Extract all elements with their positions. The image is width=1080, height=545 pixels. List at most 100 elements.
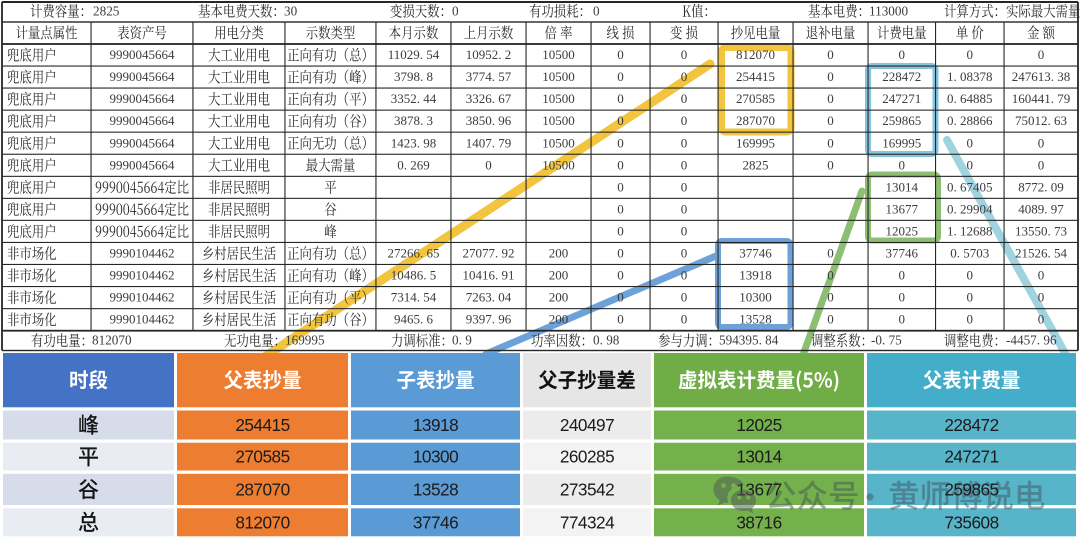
svg-text:200: 200 xyxy=(549,312,569,327)
svg-text:0. 64885: 0. 64885 xyxy=(947,91,993,106)
svg-text:3798. 8: 3798. 8 xyxy=(394,69,433,84)
svg-text:0. 9: 0. 9 xyxy=(452,333,472,348)
svg-text:0: 0 xyxy=(681,179,688,194)
svg-text:0: 0 xyxy=(827,312,834,327)
svg-text:0: 0 xyxy=(681,91,688,106)
svg-text:3774. 57: 3774. 57 xyxy=(466,69,512,84)
svg-text:0: 0 xyxy=(681,47,688,62)
svg-text:0: 0 xyxy=(1038,47,1045,62)
svg-text:13550. 73: 13550. 73 xyxy=(1015,224,1067,239)
svg-text:27266. 65: 27266. 65 xyxy=(388,246,440,261)
svg-text:9990045664: 9990045664 xyxy=(110,47,176,62)
svg-text:10500: 10500 xyxy=(542,135,575,150)
svg-text:735608: 735608 xyxy=(944,512,998,532)
svg-text:13014: 13014 xyxy=(736,447,782,467)
svg-text:0: 0 xyxy=(827,47,834,62)
svg-text:0: 0 xyxy=(617,268,624,283)
svg-text:270585: 270585 xyxy=(235,447,289,467)
svg-text:0: 0 xyxy=(617,246,624,261)
svg-text:0: 0 xyxy=(681,135,688,150)
svg-text:0: 0 xyxy=(617,157,624,172)
svg-text:38716: 38716 xyxy=(736,512,781,532)
svg-text:0: 0 xyxy=(1038,312,1045,327)
svg-text:0: 0 xyxy=(617,113,624,128)
svg-text:1. 12688: 1. 12688 xyxy=(947,224,993,239)
svg-text:812070: 812070 xyxy=(235,512,289,532)
svg-text:0: 0 xyxy=(681,268,688,283)
svg-text:0: 0 xyxy=(827,113,834,128)
svg-text:0: 0 xyxy=(967,312,974,327)
svg-text:0: 0 xyxy=(617,290,624,305)
svg-text:0. 98: 0. 98 xyxy=(593,333,620,348)
svg-text:9465. 6: 9465. 6 xyxy=(394,312,434,327)
svg-text:254415: 254415 xyxy=(235,415,289,435)
svg-text:0: 0 xyxy=(617,69,624,84)
svg-text:0: 0 xyxy=(593,3,600,18)
svg-text:0: 0 xyxy=(827,91,834,106)
svg-text:0: 0 xyxy=(617,91,624,106)
svg-text:0. 5703: 0. 5703 xyxy=(950,246,989,261)
svg-text:13918: 13918 xyxy=(413,415,458,435)
svg-text:0: 0 xyxy=(681,290,688,305)
svg-text:0: 0 xyxy=(827,246,834,261)
svg-text:0: 0 xyxy=(1038,268,1045,283)
svg-text:0: 0 xyxy=(681,157,688,172)
svg-text:0: 0 xyxy=(452,3,459,18)
svg-text:0: 0 xyxy=(899,47,906,62)
svg-text:4089. 97: 4089. 97 xyxy=(1018,201,1064,216)
svg-text:3352. 44: 3352. 44 xyxy=(391,91,437,106)
svg-text:10952. 2: 10952. 2 xyxy=(466,47,512,62)
svg-text:228472: 228472 xyxy=(944,415,998,435)
svg-text:228472: 228472 xyxy=(882,69,921,84)
svg-text:10500: 10500 xyxy=(542,69,575,84)
svg-text:0: 0 xyxy=(617,179,624,194)
svg-text:37746: 37746 xyxy=(739,246,772,261)
svg-text:2825: 2825 xyxy=(93,3,120,18)
svg-text:13014: 13014 xyxy=(886,179,919,194)
svg-text:9990045664: 9990045664 xyxy=(110,91,176,106)
svg-text:0: 0 xyxy=(681,312,688,327)
svg-text:0: 0 xyxy=(681,246,688,261)
svg-text:0. 29904: 0. 29904 xyxy=(947,201,993,216)
svg-text:247271: 247271 xyxy=(882,91,921,106)
svg-text:200: 200 xyxy=(549,290,569,305)
svg-text:-0. 75: -0. 75 xyxy=(871,333,902,348)
svg-text:0: 0 xyxy=(617,312,624,327)
svg-text:247271: 247271 xyxy=(944,447,998,467)
svg-text:0: 0 xyxy=(617,224,624,239)
svg-text:259865: 259865 xyxy=(882,113,921,128)
svg-text:594395. 84: 594395. 84 xyxy=(719,333,779,348)
svg-text:0: 0 xyxy=(681,201,688,216)
svg-text:1423. 98: 1423. 98 xyxy=(391,135,437,150)
svg-text:8772. 09: 8772. 09 xyxy=(1018,179,1064,194)
svg-text:270585: 270585 xyxy=(736,91,775,106)
svg-text:259865: 259865 xyxy=(944,479,998,499)
svg-text:1407. 79: 1407. 79 xyxy=(466,135,512,150)
svg-text:160441. 79: 160441. 79 xyxy=(1012,91,1071,106)
svg-text:12025: 12025 xyxy=(886,224,919,239)
svg-text:0: 0 xyxy=(617,135,624,150)
svg-text:10486. 5: 10486. 5 xyxy=(391,268,437,283)
svg-text:-4457. 96: -4457. 96 xyxy=(1006,333,1057,348)
svg-text:75012. 63: 75012. 63 xyxy=(1015,113,1067,128)
svg-text:812070: 812070 xyxy=(736,47,775,62)
svg-text:0. 269: 0. 269 xyxy=(397,157,430,172)
svg-text:0: 0 xyxy=(681,224,688,239)
svg-text:0: 0 xyxy=(827,69,834,84)
svg-text:0: 0 xyxy=(967,47,974,62)
svg-text:9990104462: 9990104462 xyxy=(110,246,175,261)
svg-text:0: 0 xyxy=(827,268,834,283)
svg-text:9990104462: 9990104462 xyxy=(110,312,175,327)
svg-text:254415: 254415 xyxy=(736,69,775,84)
svg-text:9990045664: 9990045664 xyxy=(110,157,176,172)
svg-text:21526. 54: 21526. 54 xyxy=(1015,246,1068,261)
svg-text:0: 0 xyxy=(617,47,624,62)
svg-text:13528: 13528 xyxy=(413,479,458,499)
svg-text:3326. 67: 3326. 67 xyxy=(466,91,512,106)
svg-text:273542: 273542 xyxy=(560,479,614,499)
svg-text:9990045664: 9990045664 xyxy=(110,135,176,150)
svg-text:0: 0 xyxy=(967,135,974,150)
svg-text:10300: 10300 xyxy=(413,447,458,467)
svg-text:169995: 169995 xyxy=(285,333,325,348)
svg-text:10500: 10500 xyxy=(542,47,575,62)
